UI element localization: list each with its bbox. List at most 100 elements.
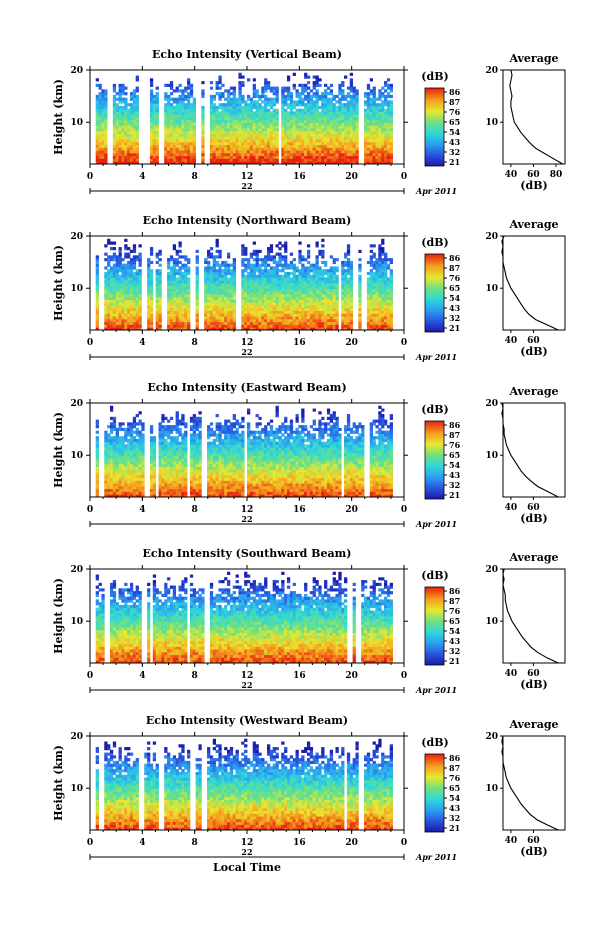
heatmap-cell [175, 119, 179, 123]
heatmap-cell [252, 83, 256, 87]
heatmap-cell [232, 139, 236, 143]
heatmap-cell [324, 302, 328, 306]
heatmap-cell [284, 324, 288, 328]
heatmap-cell [241, 114, 245, 118]
heatmap-cell [155, 294, 159, 298]
heatmap-cell [195, 299, 199, 303]
heatmap-cell [252, 86, 256, 90]
heatmap-cell [95, 291, 99, 295]
heatmap-cell [121, 472, 125, 476]
heatmap-cell [309, 103, 314, 107]
heatmap-cell [95, 277, 99, 281]
profile-x-tick-label: 40 [505, 336, 518, 346]
heatmap-cell [306, 291, 311, 295]
heatmap-cell [372, 294, 376, 298]
heatmap-cell [172, 147, 177, 151]
heatmap-cell [269, 103, 274, 107]
heatmap-cell [221, 316, 225, 320]
heatmap-cell [112, 255, 117, 259]
heatmap-cell [272, 299, 276, 303]
heatmap-cell [178, 103, 182, 107]
heatmap-cell [344, 119, 348, 123]
heatmap-cell [158, 296, 162, 300]
heatmap-cell [366, 316, 371, 320]
heatmap-cell [269, 244, 274, 248]
heatmap-cell [272, 305, 276, 309]
heatmap-cell [147, 269, 151, 273]
heatmap-cell [332, 125, 336, 129]
heatmap-cell [264, 122, 268, 126]
heatmap-cell [326, 321, 331, 325]
heatmap-cell [132, 249, 137, 253]
heatmap-cell [275, 291, 279, 295]
heatmap-cell [258, 136, 262, 140]
heatmap-cell [378, 158, 382, 162]
heatmap-cell [301, 97, 305, 101]
heatmap-cell [258, 291, 262, 295]
heatmap-cell [109, 274, 114, 278]
heatmap-cell [335, 119, 339, 123]
heatmap-cell [155, 255, 159, 259]
heatmap-cell [215, 83, 219, 87]
heatmap-cell [349, 263, 354, 267]
heatmap-cell [138, 321, 142, 325]
heatmap-cell [121, 488, 125, 492]
heatmap-cell [209, 100, 214, 104]
heatmap-cell [118, 285, 122, 289]
heatmap-cell [295, 117, 299, 121]
heatmap-cell [298, 249, 302, 253]
heatmap-cell [129, 260, 134, 265]
heatmap-cell [241, 291, 245, 295]
heatmap-cell [109, 321, 114, 325]
heatmap-cell [164, 108, 168, 112]
heatmap-cell [232, 291, 236, 295]
heatmap-cell [329, 316, 334, 320]
heatmap-cell [306, 136, 311, 140]
heatmap-cell [187, 108, 191, 112]
heatmap-cell [372, 266, 376, 270]
heatmap-cell [272, 324, 276, 328]
heatmap-cell [264, 81, 268, 85]
heatmap-cell [324, 321, 328, 325]
heatmap-cell [369, 103, 373, 107]
heatmap-cell [301, 307, 305, 312]
heatmap-cell [289, 266, 294, 270]
heatmap-cell [326, 269, 331, 273]
heatmap-cell [295, 155, 299, 159]
heatmap-cell [284, 161, 288, 165]
heatmap-cell [118, 291, 122, 295]
heatmap-cell [292, 324, 296, 328]
heatmap-cell [207, 266, 211, 270]
heatmap-cell [138, 318, 142, 323]
heatmap-cell [304, 111, 308, 115]
heatmap-cell [112, 458, 117, 462]
heatmap-cell [284, 283, 288, 287]
heatmap-cell [255, 274, 259, 278]
heatmap-cell [369, 271, 373, 276]
heatmap-cell [95, 491, 99, 495]
heatmap-cell [118, 94, 122, 99]
heatmap-cell [124, 152, 128, 157]
heatmap-cell [284, 152, 288, 157]
heatmap-cell [286, 271, 291, 276]
heatmap-cell [372, 244, 376, 248]
heatmap-cell [332, 307, 336, 312]
heatmap-cell [378, 280, 382, 284]
heatmap-cell [309, 305, 314, 309]
heatmap-cell [98, 92, 102, 96]
heatmap-cell [247, 147, 251, 151]
heatmap-cell [298, 155, 302, 159]
heatmap-cell [169, 266, 174, 270]
heatmap-cell [104, 469, 108, 473]
heatmap-cell [129, 263, 134, 267]
heatmap-cell [301, 111, 305, 115]
heatmap-cell [304, 313, 308, 317]
heatmap-cell [346, 244, 351, 248]
heatmap-cell [329, 128, 334, 132]
heatmap-cell [261, 86, 265, 90]
heatmap-cell [255, 310, 259, 314]
heatmap-cell [372, 86, 376, 90]
heatmap-cell [244, 111, 248, 115]
heatmap-cell [124, 255, 128, 259]
heatmap-cell [218, 280, 222, 284]
